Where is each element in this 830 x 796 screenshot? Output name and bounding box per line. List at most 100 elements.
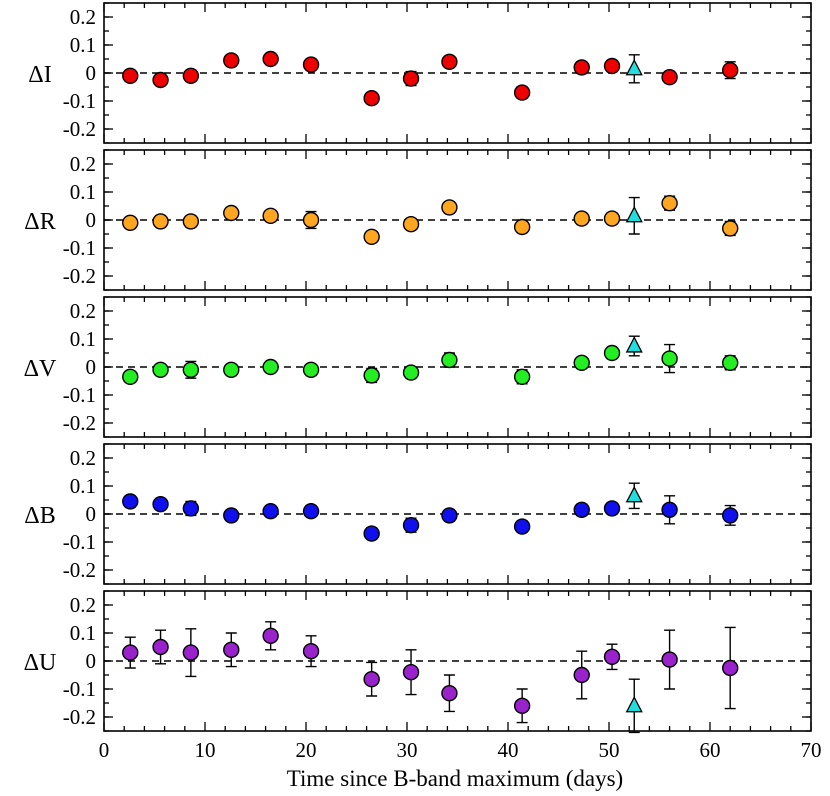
data-point: [223, 641, 240, 658]
data-point: [603, 500, 621, 517]
y-axis-label: ΔR: [24, 209, 55, 235]
x-tick-label: 10: [195, 738, 216, 762]
data-point: [182, 213, 200, 230]
data-point: [441, 199, 458, 216]
y-tick-label: -0.2: [63, 558, 96, 582]
data-point: [262, 503, 279, 520]
y-tick-label: -0.2: [63, 264, 96, 288]
y-tick-label: 0.1: [70, 180, 96, 204]
data-point: [573, 501, 590, 518]
triangle-point: [625, 205, 643, 223]
data-point: [722, 354, 739, 371]
y-tick-label: -0.1: [63, 89, 96, 113]
data-point: [603, 648, 621, 665]
data-point: [661, 350, 678, 367]
data-point: [441, 351, 458, 369]
data-point: [573, 666, 590, 684]
data-point: [661, 501, 678, 518]
y-tick-label: -0.1: [63, 677, 96, 701]
data-point: [513, 84, 531, 101]
data-point: [573, 354, 590, 371]
data-point: [152, 71, 169, 89]
data-point: [302, 643, 320, 660]
y-tick-label: 0.2: [70, 5, 96, 29]
data-point: [302, 361, 320, 378]
data-point: [603, 57, 621, 75]
data-point: [513, 218, 531, 236]
data-point: [262, 627, 279, 644]
data-point: [441, 53, 458, 70]
panel-frame: [103, 590, 812, 732]
data-point: [513, 697, 531, 714]
data-point: [661, 194, 678, 212]
y-tick-label: -0.1: [63, 236, 96, 260]
y-axis-label: ΔI: [28, 62, 51, 88]
data-point: [441, 507, 458, 524]
data-point: [573, 59, 590, 76]
data-point: [152, 638, 169, 656]
y-tick-label: 0.1: [70, 327, 96, 351]
y-tick-label: 0: [86, 649, 97, 673]
x-tick-label: 20: [296, 738, 317, 762]
data-point: [182, 67, 200, 85]
panel-I: 0.2 0.1 0 -0.1 -0.2 ΔI: [28, 2, 812, 144]
triangle-point: [625, 58, 643, 76]
data-point: [402, 215, 420, 233]
panels: 0.2 0.1 0 -0.1 -0.2 ΔI 0.2 0.1 0 -0.1 -0.2 ΔR 0.2 0.1…: [24, 2, 812, 734]
data-point: [302, 211, 320, 229]
triangle-point: [625, 485, 643, 503]
data-point: [722, 507, 739, 524]
triangle-point: [625, 695, 643, 713]
y-tick-label: 0.2: [70, 299, 96, 323]
data-point: [122, 493, 139, 510]
data-point: [122, 644, 139, 661]
data-point: [302, 56, 320, 73]
data-point: [722, 61, 739, 79]
data-point: [722, 220, 739, 237]
x-tick-label: 60: [700, 738, 721, 762]
panel-B: 0.2 0.1 0 -0.1 -0.2 ΔB: [24, 443, 812, 585]
data-point: [152, 496, 169, 513]
triangle-point: [625, 336, 643, 353]
y-tick-label: -0.2: [63, 117, 96, 141]
data-point: [223, 52, 240, 69]
y-tick-label: 0.2: [70, 446, 96, 470]
y-tick-label: 0.1: [70, 621, 96, 645]
data-point: [302, 503, 320, 520]
data-point: [661, 651, 678, 668]
y-axis-label: ΔV: [24, 356, 57, 382]
y-tick-label: 0.2: [70, 593, 96, 617]
data-point: [513, 368, 531, 385]
x-axis: 0 10 20 30 40 50 60 70: [99, 738, 822, 762]
panel-frame: [103, 149, 812, 291]
y-tick-label: 0.1: [70, 33, 96, 57]
data-point: [513, 518, 531, 535]
y-tick-label: 0: [86, 355, 97, 379]
panel-frame: [103, 296, 812, 438]
x-axis-title: Time since B-band maximum (days): [287, 766, 623, 791]
data-point: [182, 361, 200, 378]
data-point: [122, 67, 139, 85]
x-tick-label: 30: [397, 738, 418, 762]
x-tick-label: 50: [599, 738, 620, 762]
y-tick-label: -0.2: [63, 705, 96, 729]
data-point: [363, 228, 380, 246]
y-tick-label: 0: [86, 502, 97, 526]
x-tick-label: 40: [498, 738, 519, 762]
y-tick-label: -0.1: [63, 383, 96, 407]
data-point: [441, 685, 458, 702]
panel-V: 0.2 0.1 0 -0.1 -0.2 ΔV: [24, 296, 812, 438]
data-point: [573, 210, 590, 227]
data-point: [262, 358, 279, 376]
y-tick-label: 0.1: [70, 474, 96, 498]
data-point: [402, 517, 420, 534]
data-point: [603, 344, 621, 362]
y-tick-label: -0.1: [63, 530, 96, 554]
y-tick-label: 0.2: [70, 152, 96, 176]
y-axis-label: ΔB: [24, 503, 55, 529]
panel-frame: [103, 2, 812, 144]
data-point: [262, 50, 279, 68]
y-tick-label: 0: [86, 208, 97, 232]
data-point: [402, 70, 420, 87]
